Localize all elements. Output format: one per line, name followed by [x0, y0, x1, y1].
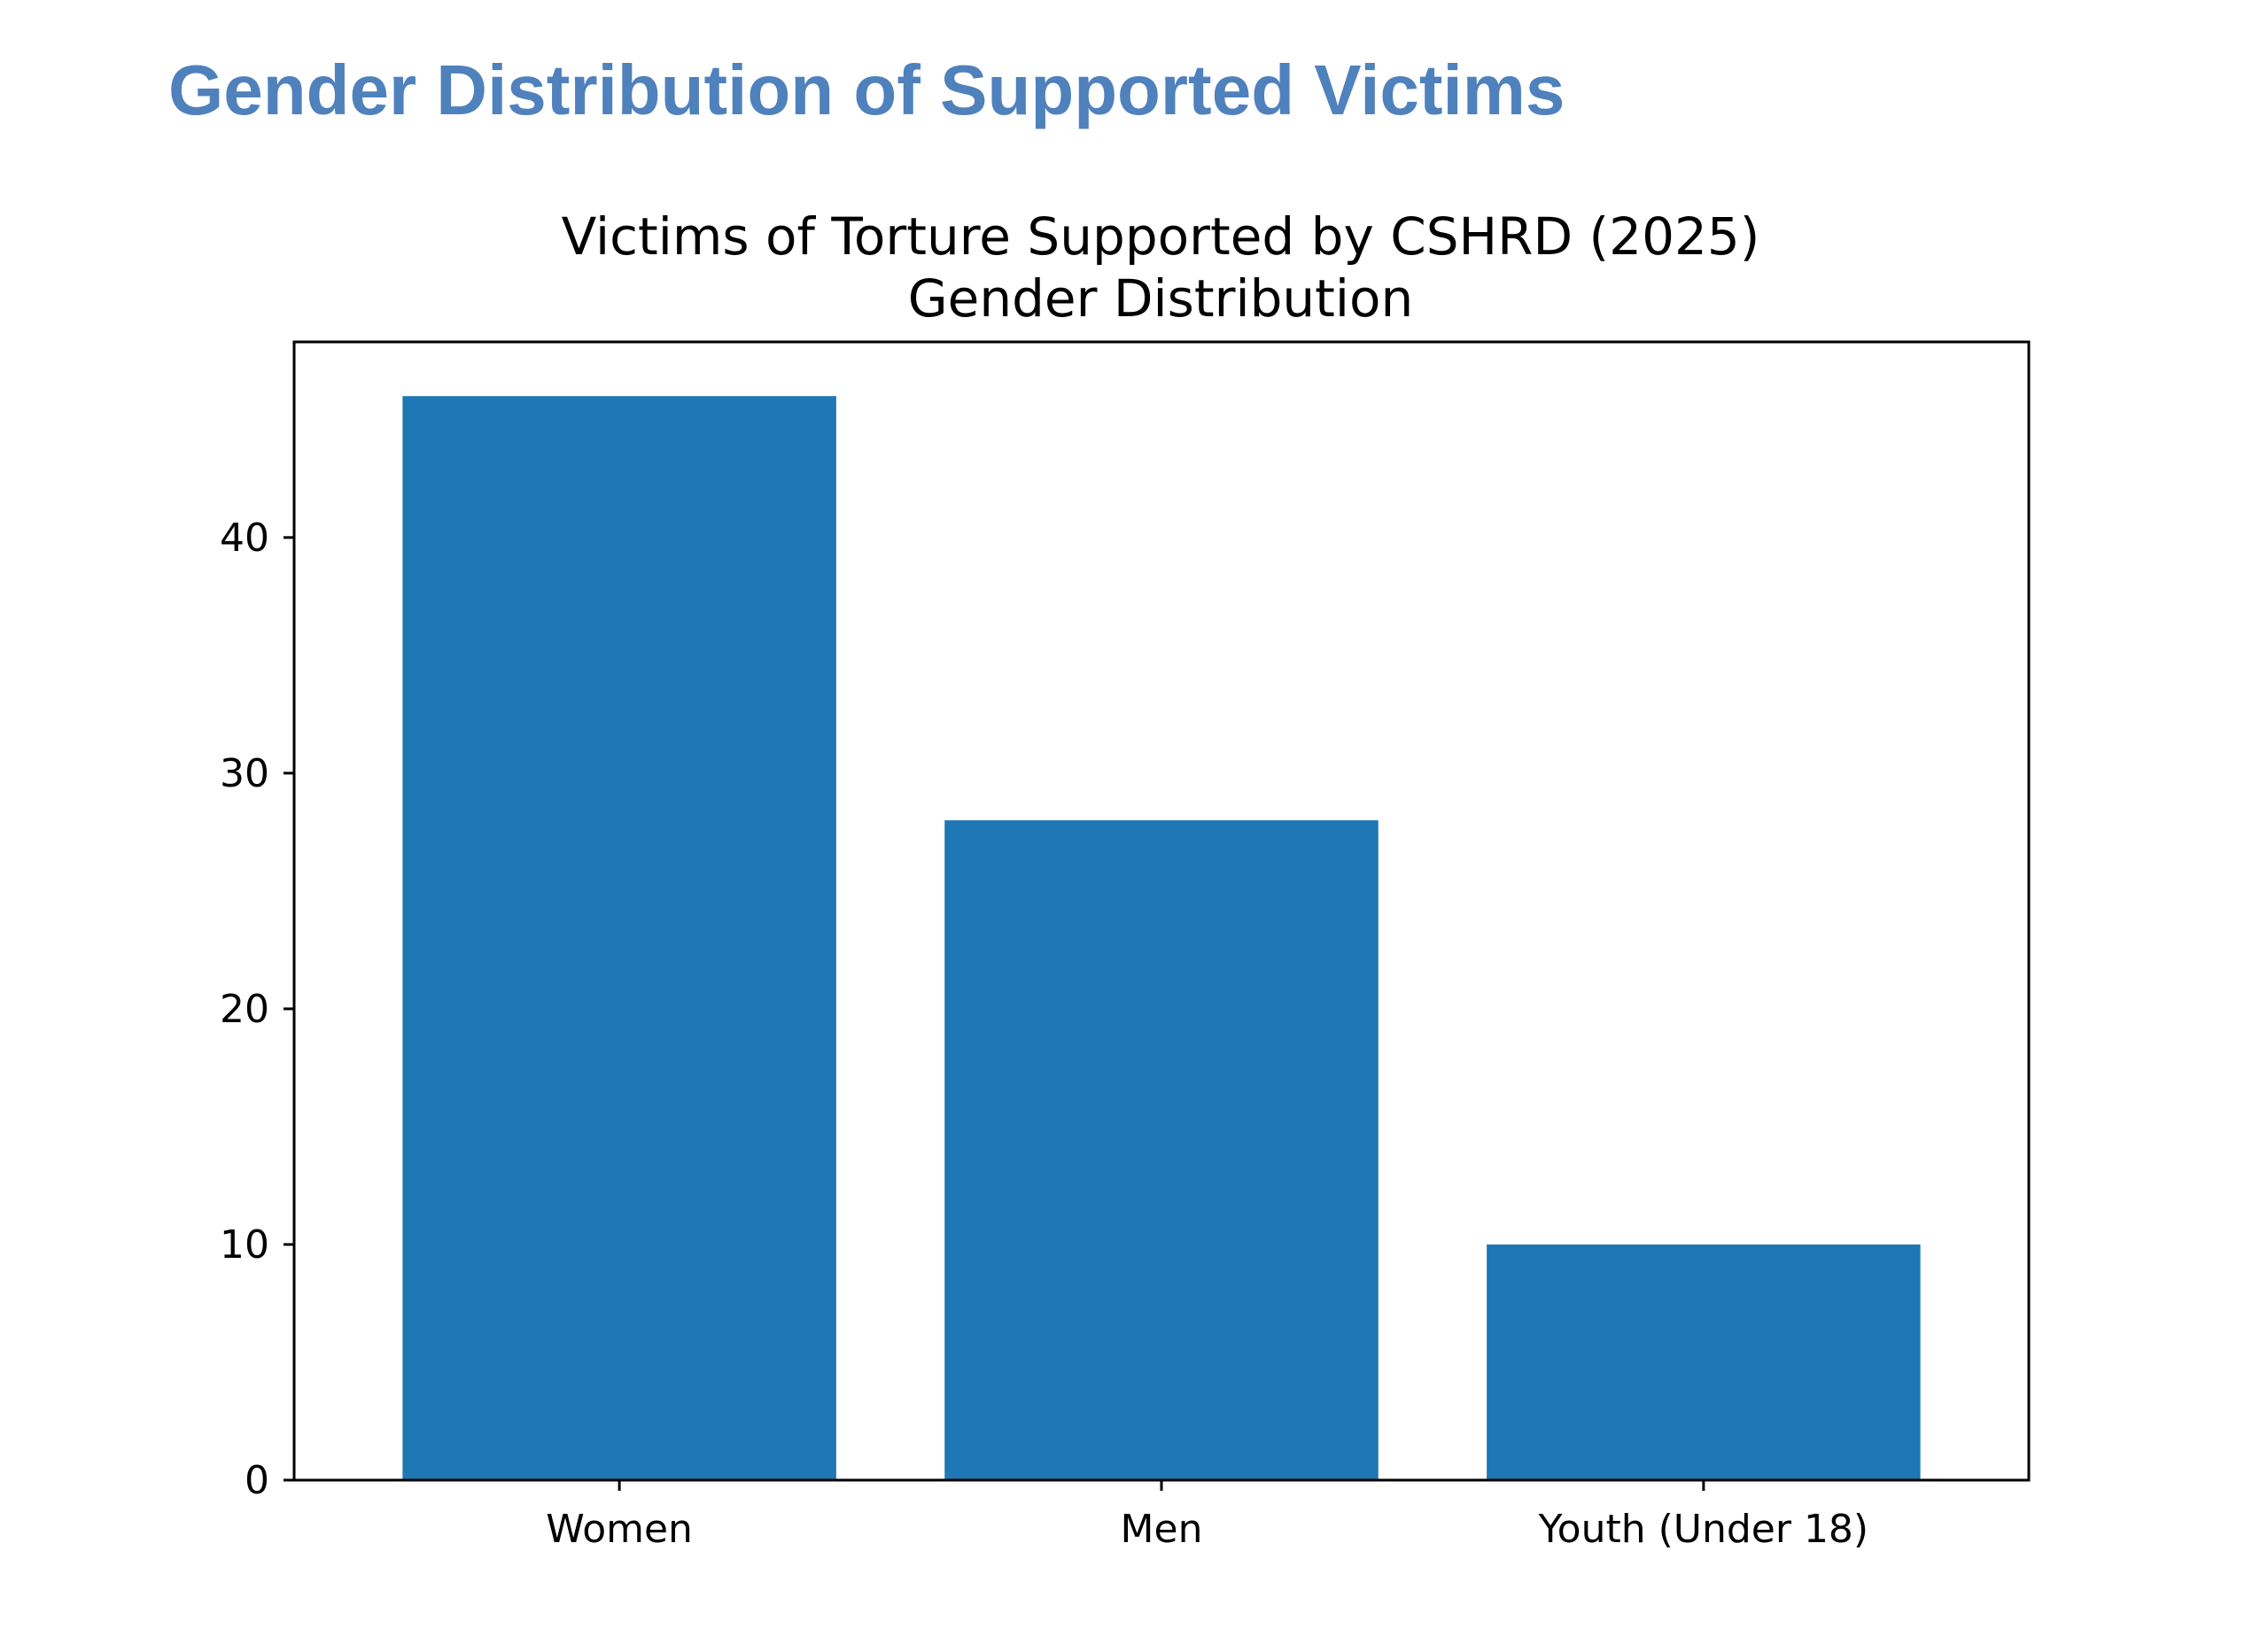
page-heading: Gender Distribution of Supported Victims: [168, 50, 1565, 129]
chart-title: Victims of Torture Supported by CSHRD (2…: [562, 206, 1760, 267]
plot-frame: [292, 340, 2031, 1482]
y-tick-label: 10: [220, 1222, 269, 1268]
bar-youth-under-18: [1487, 1244, 1921, 1480]
bar-men: [944, 820, 1379, 1480]
x-tick-label: Men: [1121, 1507, 1203, 1552]
bars-layer: [402, 396, 1921, 1481]
y-tick-label: 20: [220, 987, 269, 1032]
chart-subtitle: Gender Distribution: [908, 268, 1414, 329]
x-tick-label: Youth (Under 18): [1538, 1507, 1868, 1552]
axes-layer: Women Men Youth (Under 18) 0 10 20 30 40: [220, 340, 2031, 1552]
y-tick-label: 30: [220, 751, 269, 796]
y-tick-label: 0: [245, 1458, 269, 1503]
bar-women: [402, 396, 836, 1481]
x-tick-label: Women: [546, 1507, 693, 1552]
y-tick-label: 40: [220, 516, 269, 561]
